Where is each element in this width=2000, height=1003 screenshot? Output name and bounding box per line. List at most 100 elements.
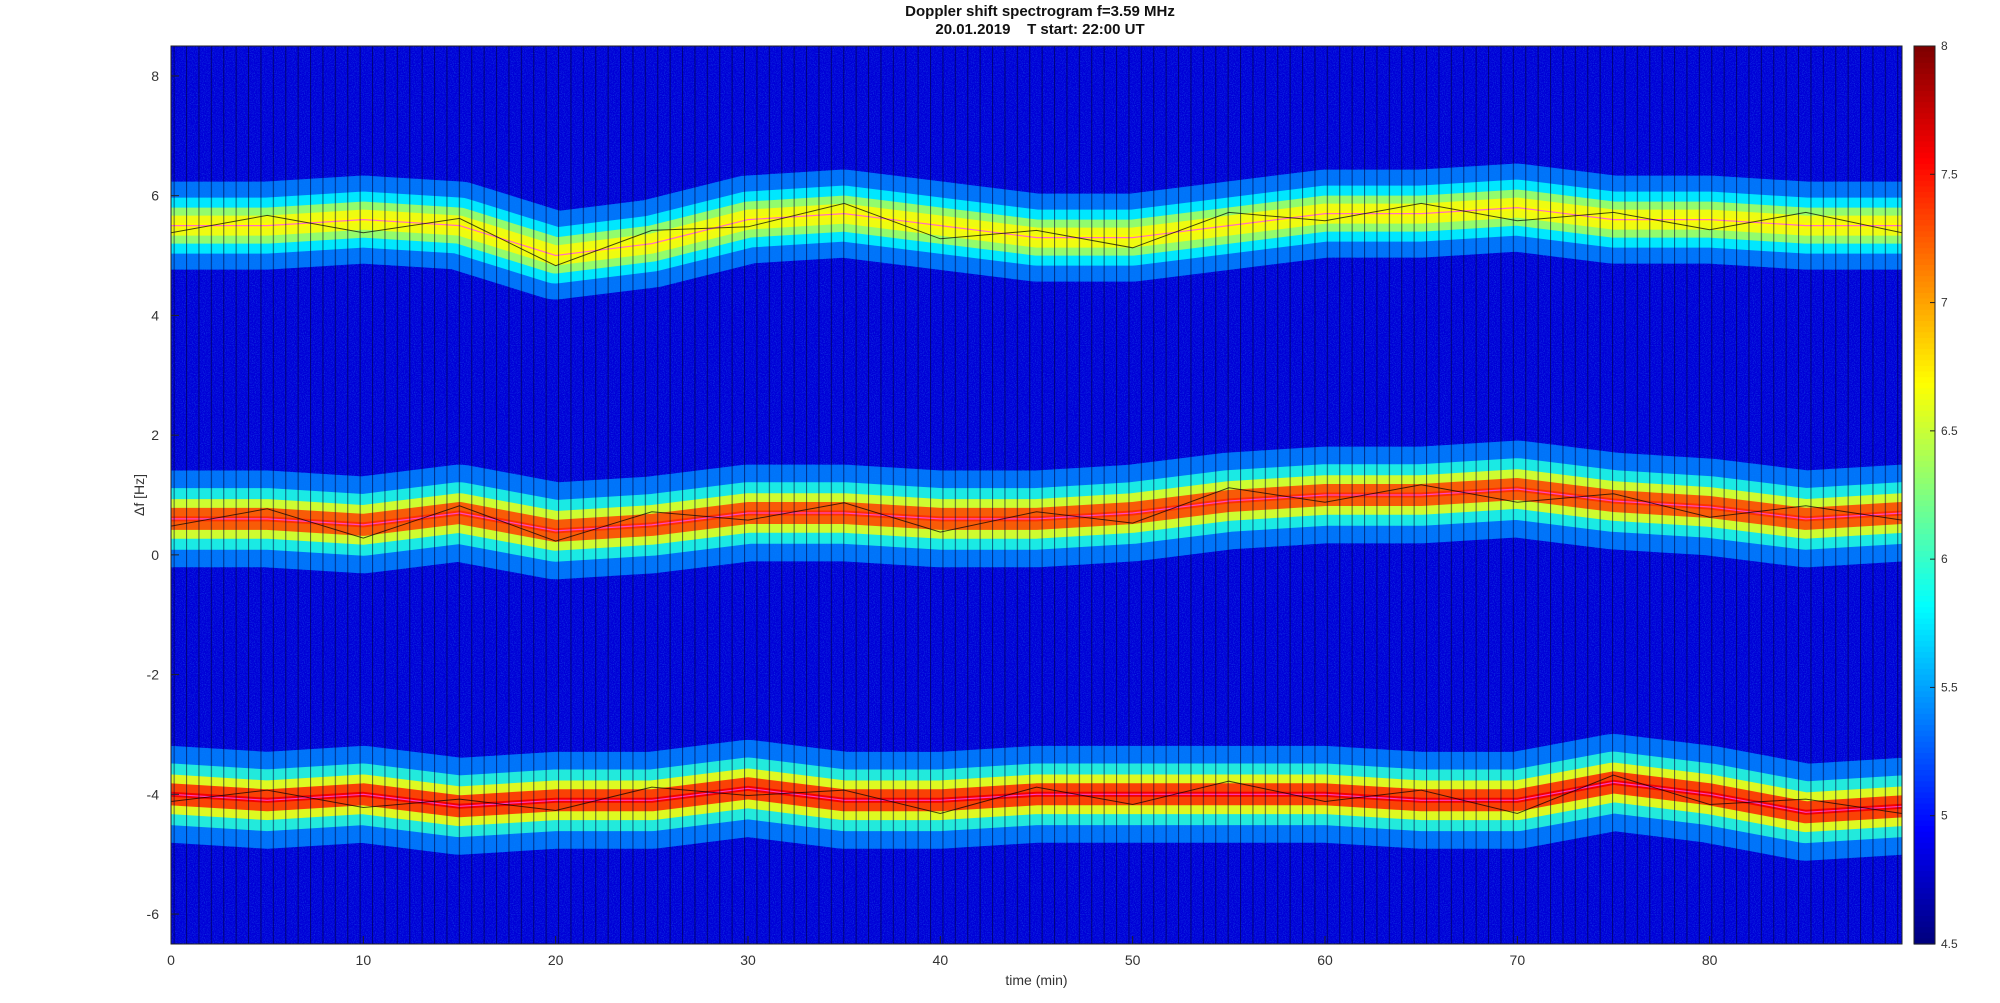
colorbar-segment xyxy=(1914,231,1935,238)
colorbar-segment xyxy=(1914,46,1935,53)
colorbar-segment xyxy=(1914,719,1935,726)
colorbar-segment xyxy=(1914,803,1935,810)
colorbar-segment xyxy=(1914,158,1935,165)
colorbar-segment xyxy=(1914,242,1935,249)
colorbar-segment xyxy=(1914,219,1935,227)
colorbar-segment xyxy=(1914,826,1935,833)
colorbar-segment xyxy=(1914,697,1935,704)
colorbar-segment xyxy=(1914,461,1935,468)
colorbar-segment xyxy=(1914,478,1935,485)
colorbar-segment xyxy=(1914,635,1935,642)
colorbar-segment xyxy=(1914,837,1935,844)
colorbar-segment xyxy=(1914,315,1935,322)
colorbar-segment xyxy=(1914,590,1935,597)
colorbar-segment xyxy=(1914,848,1935,855)
colorbar-segment xyxy=(1914,786,1935,794)
colorbar-segment xyxy=(1914,309,1935,316)
colorbar-segment xyxy=(1914,652,1935,659)
colorbar-segment xyxy=(1914,859,1935,867)
colorbar-segment xyxy=(1914,646,1935,653)
colorbar-segment xyxy=(1914,814,1935,822)
colorbar-segment xyxy=(1914,657,1935,664)
colorbar-segment xyxy=(1914,354,1935,361)
colorbar-segment xyxy=(1914,410,1935,418)
colorbar-segment xyxy=(1914,51,1935,58)
colorbar-tick-label: 5 xyxy=(1941,809,1948,823)
colorbar-segment xyxy=(1914,74,1935,81)
colorbar-segment xyxy=(1914,382,1935,389)
colorbar-segment xyxy=(1914,152,1935,159)
colorbar-segment xyxy=(1914,337,1935,345)
colorbar-segment xyxy=(1914,556,1935,563)
y-tick-label: -2 xyxy=(147,667,160,683)
colorbar-segment xyxy=(1914,932,1935,939)
colorbar-segment xyxy=(1914,85,1935,92)
colorbar-segment xyxy=(1914,57,1935,64)
colorbar-segment xyxy=(1914,298,1935,305)
colorbar-segment xyxy=(1914,573,1935,580)
colorbar-segment xyxy=(1914,186,1935,193)
colorbar-segment xyxy=(1914,629,1935,636)
colorbar-segment xyxy=(1914,551,1935,558)
colorbar-segment xyxy=(1914,287,1935,294)
colorbar-segment xyxy=(1914,321,1935,328)
colorbar-segment xyxy=(1914,180,1935,187)
colorbar-segment xyxy=(1914,130,1935,137)
colorbar-segment xyxy=(1914,747,1935,754)
colorbar-segment xyxy=(1914,253,1935,260)
colorbar-segment xyxy=(1914,775,1935,782)
colorbar-segment xyxy=(1914,792,1935,799)
colorbar-segment xyxy=(1914,141,1935,148)
colorbar-segment xyxy=(1914,365,1935,373)
colorbar-segment xyxy=(1914,500,1935,507)
colorbar-segment xyxy=(1914,62,1935,70)
colorbar-segment xyxy=(1914,495,1935,502)
colorbar-segment xyxy=(1914,360,1935,367)
colorbar-segment xyxy=(1914,466,1935,474)
colorbar-segment xyxy=(1914,433,1935,440)
colorbar-segment xyxy=(1914,539,1935,547)
colorbar-segment xyxy=(1914,292,1935,300)
colorbar-segment xyxy=(1914,781,1935,788)
colorbar-tick-label: 4.5 xyxy=(1941,937,1958,951)
x-tick-label: 80 xyxy=(1702,952,1718,968)
colorbar-segment xyxy=(1914,96,1935,103)
colorbar-segment xyxy=(1914,579,1935,586)
colorbar-segment xyxy=(1914,124,1935,131)
colorbar-segment xyxy=(1914,377,1935,384)
colorbar-segment xyxy=(1914,405,1935,412)
colorbar-segment xyxy=(1914,668,1935,676)
colorbar-segment xyxy=(1914,483,1935,490)
chart-title: Doppler shift spectrogram f=3.59 MHz xyxy=(905,3,1175,20)
colorbar-frame xyxy=(1913,45,1936,945)
colorbar-segment xyxy=(1914,332,1935,339)
colorbar-segment xyxy=(1914,276,1935,283)
x-tick-label: 60 xyxy=(1317,952,1333,968)
colorbar-segment xyxy=(1914,624,1935,631)
y-tick-label: -4 xyxy=(147,786,160,802)
colorbar-segment xyxy=(1914,601,1935,608)
colorbar-segment xyxy=(1914,702,1935,709)
colorbar-segment xyxy=(1914,596,1935,603)
colorbar-segment xyxy=(1914,545,1935,552)
colorbar-segment xyxy=(1914,113,1935,120)
colorbar-segment xyxy=(1914,427,1935,434)
colorbar-segment xyxy=(1914,910,1935,917)
colorbar-tick-label: 7.5 xyxy=(1941,167,1958,181)
colorbar-segment xyxy=(1914,248,1935,255)
x-tick-label: 0 xyxy=(167,952,175,968)
colorbar-segment xyxy=(1914,871,1935,878)
y-tick-label: 8 xyxy=(151,68,159,84)
colorbar-segment xyxy=(1914,612,1935,620)
colorbar-segment xyxy=(1914,876,1935,883)
colorbar-segment xyxy=(1914,764,1935,771)
colorbar-segment xyxy=(1914,831,1935,838)
y-axis-label: Δf [Hz] xyxy=(131,474,147,516)
colorbar-segment xyxy=(1914,725,1935,732)
colorbar-segment xyxy=(1914,264,1935,272)
x-tick-label: 40 xyxy=(933,952,949,968)
colorbar-segment xyxy=(1914,326,1935,333)
colorbar-segment xyxy=(1914,640,1935,648)
colorbar-segment xyxy=(1914,438,1935,446)
